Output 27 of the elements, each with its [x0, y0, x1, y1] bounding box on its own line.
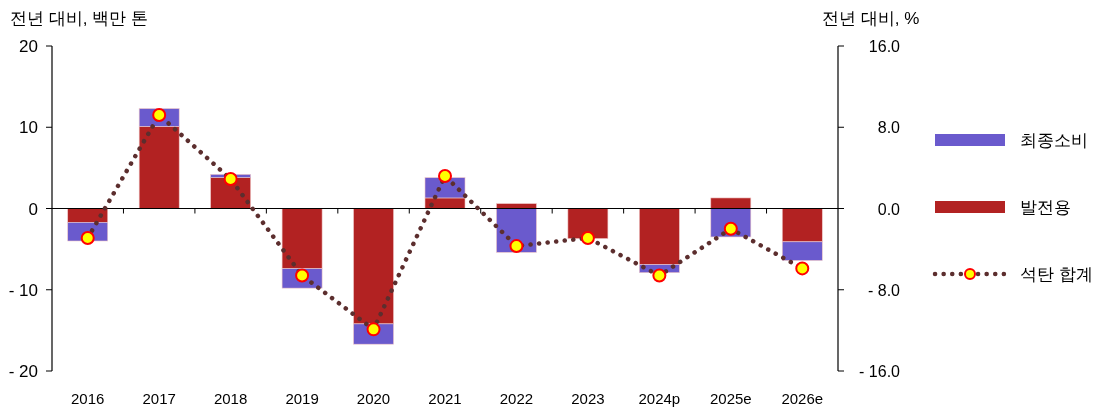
y-tick-label: - 10: [8, 280, 38, 300]
legend-label: 발전용: [1020, 198, 1071, 217]
y2-axis-title: 전년 대비, %: [822, 9, 920, 28]
y2-tick-label: - 16.0: [859, 363, 901, 380]
y2-tick-label: 16.0: [868, 38, 901, 55]
y2-tick-label: - 8.0: [867, 281, 901, 299]
legend-label: 석탄 합계: [1020, 265, 1093, 284]
y-tick-label: 10: [19, 118, 38, 138]
y2-tick-label: 8.0: [877, 119, 901, 137]
y-tick-label: 20: [19, 37, 38, 56]
x-tick-label: 2019: [285, 390, 319, 407]
bar: [567, 208, 609, 239]
y-tick-label: - 20: [8, 362, 38, 381]
x-tick-label: 2018: [213, 390, 248, 407]
x-tick-label: 2025e: [709, 390, 752, 407]
x-tick-label: 2020: [356, 390, 391, 407]
x-tick-label: 2021: [428, 390, 462, 407]
x-tick-label: 2024p: [638, 390, 681, 407]
y-axis-title: 전년 대비, 백만 톤: [10, 9, 148, 28]
x-tick-label: 2023: [571, 390, 605, 407]
x-tick-label: 2022: [499, 390, 534, 407]
legend-label: 최종소비: [1020, 131, 1088, 150]
x-tick-label: 2016: [71, 390, 105, 407]
y-tick-label: 0: [28, 199, 38, 219]
x-tick-label: 2017: [142, 390, 176, 407]
y2-tick-label: 0.0: [877, 200, 901, 218]
x-tick-label: 2026e: [781, 390, 824, 407]
